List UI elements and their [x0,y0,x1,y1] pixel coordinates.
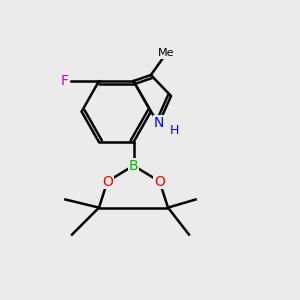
Text: F: F [61,74,68,88]
Text: B: B [129,159,138,172]
Text: O: O [102,175,113,188]
Text: H: H [169,124,179,137]
Text: O: O [154,175,165,188]
Text: N: N [154,116,164,130]
Text: Me: Me [158,48,175,58]
